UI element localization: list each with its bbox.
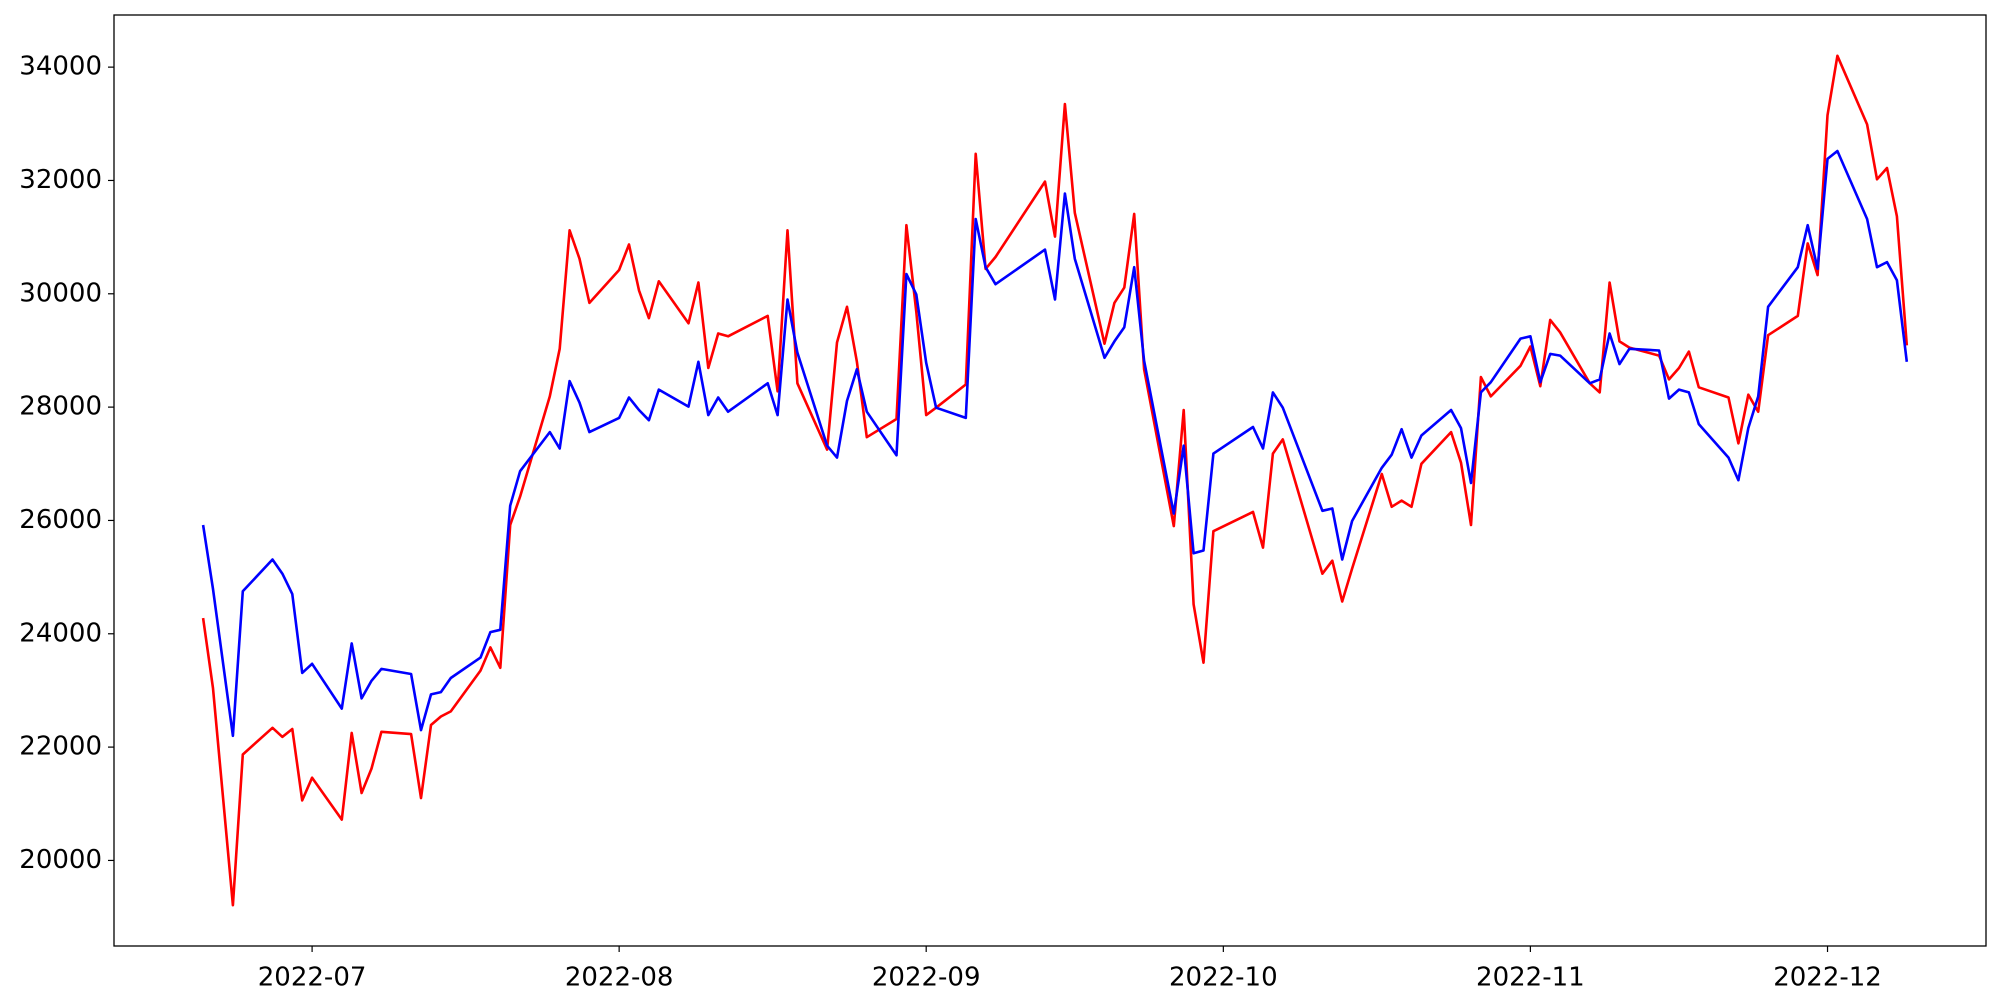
data-line <box>201 54 1909 907</box>
y-tick-label: 20000 <box>19 845 102 875</box>
y-tick-label: 32000 <box>19 165 102 195</box>
x-tick-label: 2022-10 <box>1169 963 1278 993</box>
y-tick-label: 22000 <box>19 732 102 762</box>
plot-frame <box>113 14 1987 947</box>
x-tick-label: 2022-12 <box>1773 963 1882 993</box>
data-line <box>201 149 1909 738</box>
y-tick-label: 28000 <box>19 392 102 422</box>
x-tick-label: 2022-08 <box>565 963 674 993</box>
x-tick-label: 2022-09 <box>872 963 981 993</box>
x-tick-label: 2022-11 <box>1476 963 1585 993</box>
y-tick-label: 24000 <box>19 618 102 648</box>
y-tick-label: 34000 <box>19 52 102 82</box>
y-tick-label: 26000 <box>19 505 102 535</box>
x-tick-label: 2022-07 <box>258 963 367 993</box>
y-tick-label: 30000 <box>19 278 102 308</box>
